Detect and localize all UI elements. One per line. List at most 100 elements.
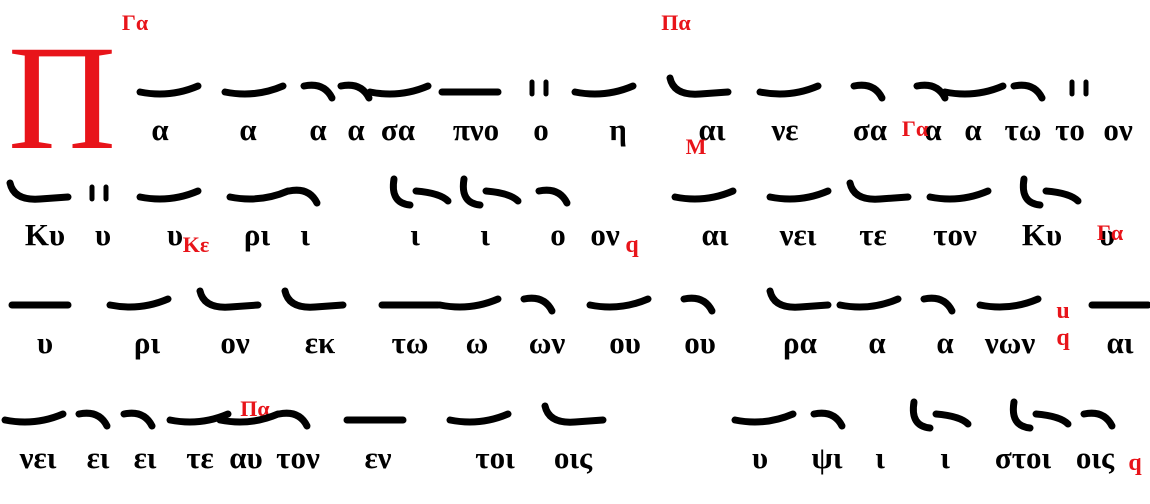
syllable: οις — [1076, 440, 1115, 475]
martyria: q — [1056, 325, 1070, 351]
syllable: ρι — [134, 325, 161, 360]
martyria: Κε — [183, 232, 210, 257]
syllable: υ — [1099, 217, 1115, 252]
neume — [106, 295, 172, 311]
neume — [671, 187, 737, 203]
syllable: νει — [779, 217, 817, 252]
syllable: α — [868, 325, 885, 360]
martyria: q — [625, 232, 639, 258]
syllable: η — [609, 112, 627, 147]
martyria: q — [1128, 450, 1142, 476]
neume — [120, 409, 156, 430]
neume — [756, 82, 822, 98]
syllable: ει — [134, 440, 157, 475]
syllable: εν — [364, 440, 391, 475]
neume — [389, 175, 452, 209]
neume — [285, 186, 321, 207]
syllable: νει — [19, 440, 57, 475]
syllable: σα — [381, 112, 415, 147]
neume — [541, 402, 607, 426]
syllable: ο — [533, 112, 549, 147]
neume — [1080, 409, 1116, 430]
neume — [216, 410, 282, 426]
neume — [221, 82, 287, 98]
syllable: ει — [87, 440, 110, 475]
syllable: α — [924, 112, 941, 147]
syllable: ρι — [244, 217, 271, 252]
neume — [1069, 79, 1089, 97]
neume — [535, 186, 571, 207]
neume — [766, 187, 832, 203]
syllable: ι — [300, 217, 310, 252]
neume — [1010, 81, 1046, 102]
syllable: τω — [1005, 112, 1042, 147]
neume — [1009, 398, 1072, 432]
neume — [1, 410, 67, 426]
syllable: νων — [984, 325, 1036, 360]
syllable: τε — [859, 217, 887, 252]
neume — [275, 409, 311, 430]
syllable: ρα — [783, 325, 817, 360]
syllable: υ — [37, 325, 53, 360]
neume — [136, 187, 202, 203]
syllable: ι — [480, 217, 490, 252]
neume — [810, 409, 846, 430]
martyria: Πα — [661, 10, 691, 35]
syllable: ψι — [812, 440, 843, 475]
neume — [89, 184, 109, 202]
neume — [6, 179, 72, 203]
syllable: ω — [466, 325, 489, 360]
neume — [1019, 175, 1082, 209]
martyria: Γα — [122, 10, 149, 35]
syllable: ι — [410, 217, 420, 252]
syllable: ων — [529, 325, 566, 360]
neume — [281, 287, 347, 311]
syllable: ι — [940, 440, 950, 475]
neume — [446, 410, 512, 426]
neume — [913, 81, 949, 102]
syllable: ου — [684, 325, 716, 360]
syllable: ο — [550, 217, 566, 252]
neume — [976, 295, 1042, 311]
neume — [571, 82, 637, 98]
syllable: ου — [609, 325, 641, 360]
neume — [941, 82, 1007, 98]
syllable: Κυ — [25, 217, 65, 252]
neume — [731, 410, 797, 426]
neume — [836, 295, 902, 311]
neume — [196, 287, 262, 311]
neume — [666, 74, 732, 98]
syllable: ι — [875, 440, 885, 475]
initial-letter: Π — [8, 15, 116, 181]
neume — [529, 79, 549, 97]
syllable: α — [936, 325, 953, 360]
neume — [337, 81, 373, 102]
neume — [75, 409, 111, 430]
neume — [136, 82, 202, 98]
syllable: τε — [186, 440, 214, 475]
syllable: πνο — [453, 112, 499, 147]
syllable: νε — [770, 112, 798, 147]
neume — [226, 187, 292, 203]
neume — [436, 295, 502, 311]
neume — [520, 294, 556, 315]
neume — [586, 295, 652, 311]
syllable: α — [239, 112, 256, 147]
martyria: Γα — [902, 116, 929, 141]
neume — [300, 81, 336, 102]
neume — [846, 179, 912, 203]
martyria: u — [1056, 298, 1069, 324]
neume — [920, 294, 956, 315]
syllable: υ — [752, 440, 768, 475]
syllable: τοι — [475, 440, 515, 475]
neume — [166, 410, 232, 426]
syllable: εκ — [305, 325, 335, 360]
syllable: Κυ — [1022, 217, 1062, 252]
neume — [909, 398, 972, 432]
syllable: ον — [1103, 112, 1133, 147]
syllable: ον — [590, 217, 620, 252]
syllable: αι — [1107, 325, 1134, 360]
syllable: τον — [933, 217, 977, 252]
